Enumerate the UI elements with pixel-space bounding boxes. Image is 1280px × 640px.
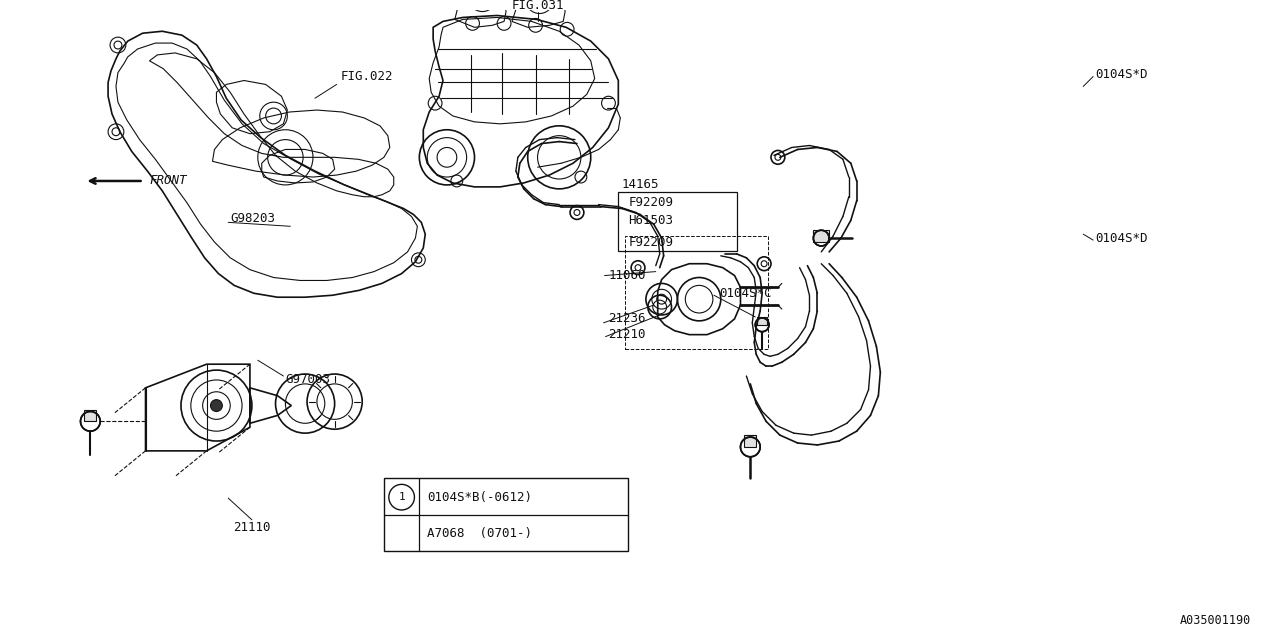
Text: 14165: 14165 bbox=[621, 179, 659, 191]
Text: 0104S*B(-0612): 0104S*B(-0612) bbox=[428, 491, 532, 504]
Text: 21110: 21110 bbox=[233, 521, 270, 534]
Text: 21236: 21236 bbox=[608, 312, 646, 325]
Text: FIG.022: FIG.022 bbox=[340, 70, 393, 83]
Polygon shape bbox=[758, 317, 767, 324]
Circle shape bbox=[210, 399, 223, 412]
Polygon shape bbox=[84, 410, 96, 421]
Text: 1: 1 bbox=[398, 492, 404, 502]
Text: FRONT: FRONT bbox=[150, 175, 187, 188]
Text: 0104S*D: 0104S*D bbox=[1096, 232, 1148, 244]
Text: 21210: 21210 bbox=[608, 328, 646, 341]
Text: 0104S*C: 0104S*C bbox=[719, 287, 772, 300]
Text: F92209: F92209 bbox=[628, 236, 673, 248]
Text: 11060: 11060 bbox=[608, 269, 646, 282]
Text: H61503: H61503 bbox=[628, 214, 673, 227]
Bar bbox=[618, 192, 736, 251]
Text: FIG.031: FIG.031 bbox=[511, 0, 563, 12]
Polygon shape bbox=[813, 230, 829, 242]
Text: 0104S*D: 0104S*D bbox=[1096, 68, 1148, 81]
Text: A7068  (0701-): A7068 (0701-) bbox=[428, 527, 532, 540]
Bar bbox=[384, 479, 628, 551]
Polygon shape bbox=[745, 435, 756, 447]
Text: A035001190: A035001190 bbox=[1179, 614, 1251, 627]
Text: F92209: F92209 bbox=[628, 196, 673, 209]
Text: G98203: G98203 bbox=[230, 212, 275, 225]
Text: G97003: G97003 bbox=[285, 374, 330, 387]
